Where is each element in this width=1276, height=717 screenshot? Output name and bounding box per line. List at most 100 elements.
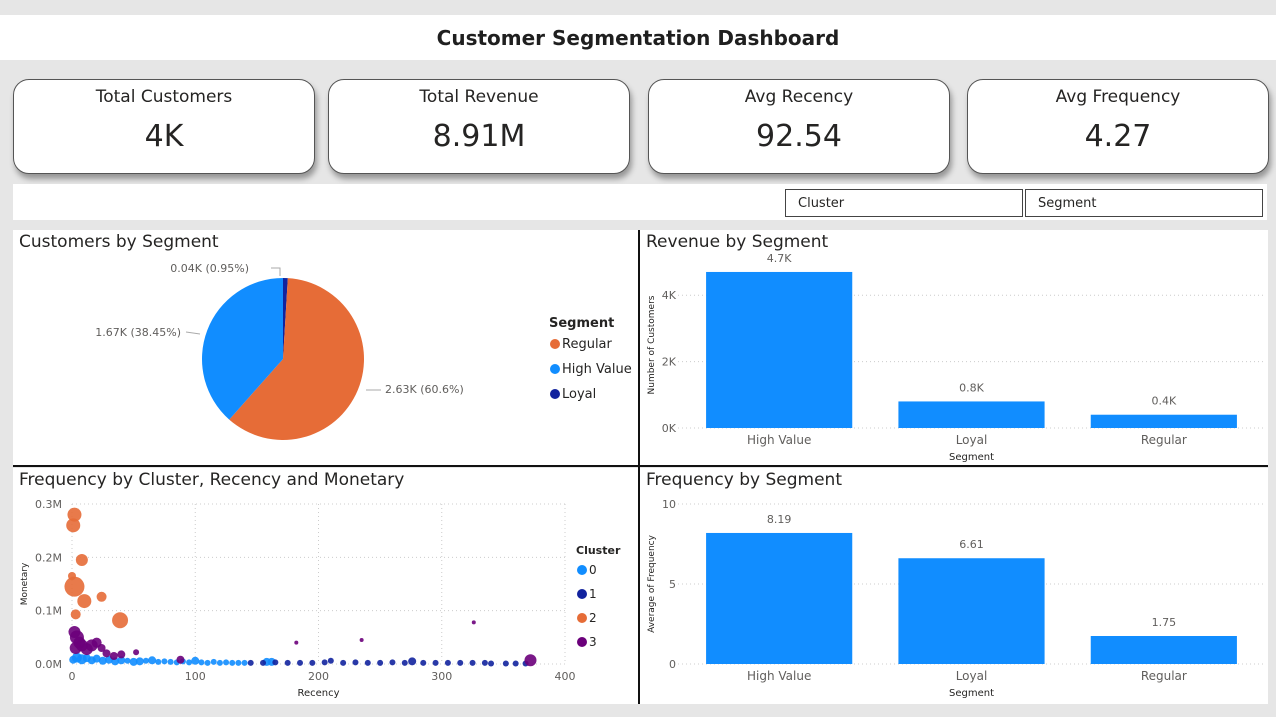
x-tick-label: Regular [1141, 669, 1187, 683]
x-tick-label: 300 [431, 670, 452, 683]
scatter-point-cluster-1 [247, 659, 254, 666]
scatter-point-cluster-1 [321, 659, 328, 666]
legend-item: High Value [562, 362, 632, 377]
y-tick-label: 0.0M [35, 658, 62, 671]
leader-line [271, 267, 281, 276]
scatter-point-cluster-3 [176, 655, 185, 664]
data-label: 0.8K [959, 381, 984, 394]
pie-slice-high-value [201, 278, 283, 420]
chart-title: Customers by Segment [19, 232, 219, 252]
bar-loyal [898, 558, 1045, 664]
data-label: 4.7K [767, 252, 792, 265]
x-axis-title: Segment [949, 688, 994, 699]
kpi-label: Avg Recency [744, 87, 854, 107]
scatter-point-cluster-0 [216, 659, 223, 666]
scatter-point-cluster-1 [481, 659, 488, 666]
scatter-point-cluster-3 [524, 654, 537, 667]
kpi-value: 4K [144, 119, 184, 154]
y-tick-label: 0.2M [35, 551, 62, 564]
legend-title: Segment [549, 316, 614, 331]
scatter-point-cluster-1 [408, 657, 417, 666]
y-tick-label: 4K [662, 289, 677, 302]
scatter-point-cluster-3 [117, 650, 126, 659]
x-tick-label: Loyal [956, 433, 988, 447]
cluster-slicer[interactable]: Cluster [785, 189, 1023, 217]
scatter-point-cluster-1 [309, 659, 316, 666]
scatter-point-cluster-1 [432, 659, 439, 666]
scatter-point-cluster-0 [204, 659, 211, 666]
scatter-point-cluster-1 [420, 659, 427, 666]
scatter-point-cluster-2 [66, 518, 81, 533]
customers-by-segment-panel: Customers by Segment 0.04K (0.95%) 2.63K … [13, 230, 638, 465]
scatter-point-cluster-1 [457, 659, 464, 666]
y-tick-label: 2K [662, 356, 677, 369]
legend-item: 1 [589, 587, 597, 601]
x-axis-title: Segment [949, 452, 994, 463]
scatter-point-cluster-1 [260, 659, 267, 666]
scatter-point-cluster-0 [117, 656, 126, 665]
scatter-point-cluster-1 [389, 659, 396, 666]
y-axis-title: Monetary [20, 562, 30, 605]
bar-regular [1090, 636, 1237, 664]
chart-title: Revenue by Segment [646, 232, 829, 252]
y-tick-label: 5 [669, 578, 676, 591]
legend-item: 3 [589, 635, 597, 649]
scatter-point-cluster-3 [359, 638, 364, 642]
kpi-value: 4.27 [1084, 119, 1152, 154]
segment-slicer[interactable]: Segment [1025, 189, 1263, 217]
scatter-point-cluster-2 [67, 507, 82, 522]
scatter-point-cluster-1 [469, 659, 476, 666]
scatter-point-cluster-1 [488, 660, 495, 667]
kpi-value: 8.91M [432, 119, 526, 154]
data-label: 1.67K (38.45%) [95, 326, 181, 339]
y-axis-title: Average of Frequency [647, 534, 657, 633]
frequency-by-segment-panel: Frequency by Segment 0 5 10 8.19 High Value 6… [640, 468, 1268, 704]
leader-line [185, 331, 201, 335]
legend-title: Cluster [576, 544, 621, 557]
scatter-point-cluster-1 [512, 660, 519, 667]
scatter-point-cluster-3 [109, 652, 118, 660]
scatter-point-cluster-1 [444, 659, 451, 666]
page-title: Customer Segmentation Dashboard [436, 25, 840, 50]
scatter-point-cluster-0 [135, 657, 144, 666]
kpi-card-total-revenue: Total Revenue 8.91M [328, 79, 630, 174]
legend-marker [577, 613, 587, 623]
scatter-point-cluster-0 [124, 657, 131, 664]
x-tick-label: 0 [69, 670, 76, 683]
scatter-point-cluster-0 [210, 658, 217, 665]
data-label: 8.19 [767, 513, 792, 526]
y-tick-label: 0.3M [35, 498, 62, 511]
x-tick-label: High Value [747, 669, 811, 683]
scatter-point-cluster-1 [401, 659, 408, 666]
pie-slice-regular [229, 278, 364, 440]
frequency-bar-chart: 0 5 10 8.19 High Value 6.61 Loyal 1.75 Regular Se… [647, 498, 1265, 699]
scatter-point-cluster-1 [327, 657, 334, 664]
bar-regular [1090, 414, 1237, 428]
data-label: 1.75 [1152, 616, 1177, 629]
scatter-point-cluster-0 [98, 656, 107, 665]
scatter-point-cluster-3 [102, 649, 111, 658]
x-tick-label: 100 [185, 670, 206, 683]
kpi-value: 92.54 [756, 119, 842, 154]
kpi-label: Total Customers [95, 87, 233, 107]
x-tick-label: Loyal [956, 669, 988, 683]
kpi-card-avg-frequency: Avg Frequency 4.27 [967, 79, 1269, 174]
revenue-by-segment-panel: Revenue by Segment 0K 2K 4K 4.7K High Value 0… [640, 230, 1268, 465]
scatter-point-cluster-0 [167, 658, 174, 665]
data-label: 0.4K [1151, 395, 1176, 408]
scatter-point-cluster-1 [272, 659, 279, 666]
scatter-point-cluster-0 [223, 659, 230, 666]
frequency-scatter-panel: Frequency by Cluster, Recency and Moneta… [13, 468, 638, 704]
kpi-card-avg-recency: Avg Recency 92.54 [648, 79, 950, 174]
legend-item: Loyal [562, 387, 596, 402]
chart-title: Frequency by Cluster, Recency and Moneta… [19, 470, 405, 490]
scatter-point-cluster-2 [112, 612, 129, 629]
scatter-point-cluster-1 [364, 659, 371, 666]
scatter-point-cluster-1 [340, 659, 347, 666]
kpi-label: Total Revenue [419, 87, 539, 107]
kpi-label: Avg Frequency [1055, 87, 1181, 107]
scatter-point-cluster-1 [352, 659, 359, 666]
scatter-point-cluster-0 [241, 659, 248, 666]
scatter-point-cluster-1 [502, 660, 509, 667]
pie-slice-loyal [283, 278, 288, 359]
